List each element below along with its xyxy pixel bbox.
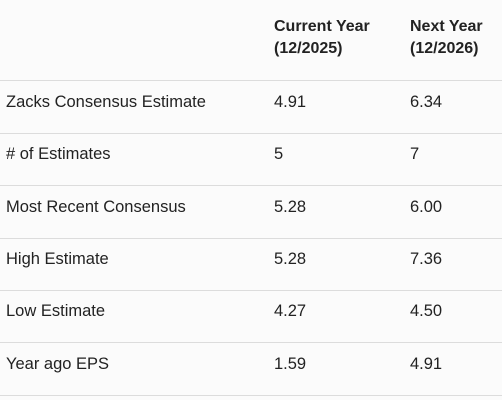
row-label: Low Estimate [6,302,106,321]
row-label: Zacks Consensus Estimate [6,93,206,111]
table-row: Year ago EPS 1.59 4.91 [0,343,502,396]
row-label: High Estimate [6,249,109,268]
row-label: Most Recent Consensus [6,197,186,216]
cell-value: 4.91 [274,93,307,111]
table-row: Zacks Consensus Estimate 4.91 6.34 [0,81,502,134]
cell-value: 5.28 [274,249,307,268]
cell-value: 7.36 [410,249,443,268]
column-title: Next Year [410,18,483,35]
cell-value: 4.91 [410,354,443,373]
column-header: Current Year (12/2025) [274,16,370,60]
table-row: Low Estimate 4.27 4.50 [0,290,502,344]
cell-value: 4.27 [274,302,307,321]
cell-value: 6.00 [410,197,443,216]
cell-value: 4.50 [410,302,443,321]
cell-value: 7 [410,145,420,164]
cell-value: 5 [274,145,284,164]
row-label: Year ago EPS [6,354,110,373]
row-label: # of Estimates [6,145,111,164]
table-row: # of Estimates 5 7 [0,133,502,187]
column-period: (12/2025) [274,40,343,57]
table-row: Most Recent Consensus 5.28 6.00 [0,186,502,239]
cell-value: 5.28 [274,197,307,216]
column-title: Current Year [274,18,370,35]
column-header: Next Year (12/2026) [410,16,483,60]
cell-value: 6.34 [410,93,443,111]
column-period: (12/2026) [410,40,479,57]
cell-value: 1.59 [274,354,307,373]
table-header: Current Year (12/2025) Next Year (12/2026) [0,0,502,81]
table-row: High Estimate 5.28 7.36 [0,238,502,291]
